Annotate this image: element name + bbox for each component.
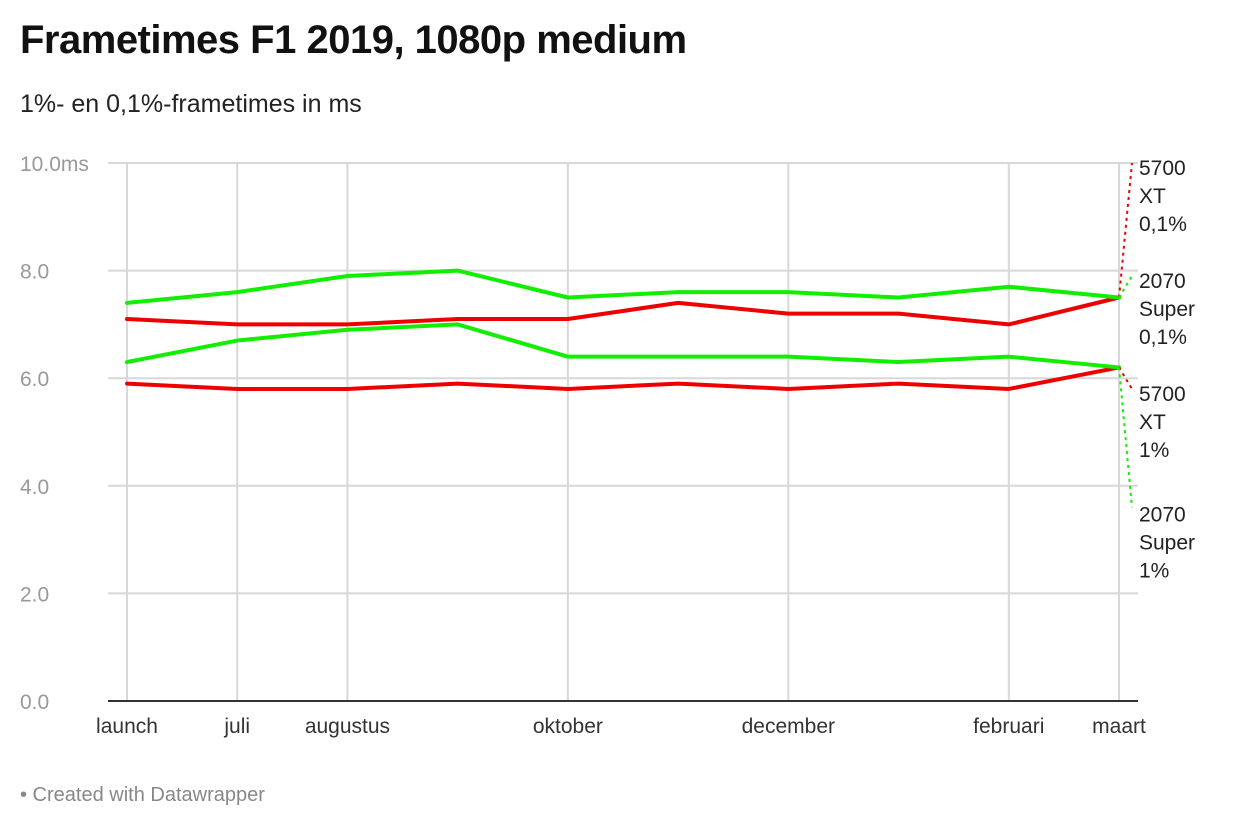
y-tick-label: 4.0 <box>20 476 49 499</box>
label-leader-1 <box>1118 275 1133 299</box>
chart-title: Frametimes F1 2019, 1080p medium <box>20 18 687 62</box>
series-label: 5700 <box>1139 157 1186 180</box>
y-tick-label: 8.0 <box>20 261 49 284</box>
series-label: 0,1% <box>1139 213 1187 236</box>
series-label: Super <box>1139 298 1195 321</box>
series-label: 1% <box>1139 439 1169 462</box>
x-tick-label: december <box>742 715 835 738</box>
series-label: XT <box>1139 411 1166 434</box>
series-label: Super <box>1139 531 1195 554</box>
y-tick-label: 0.0 <box>20 691 49 714</box>
series-label: XT <box>1139 185 1166 208</box>
series-label: 2070 <box>1139 270 1186 293</box>
x-tick-label: juli <box>223 715 250 738</box>
y-tick-label: 2.0 <box>20 583 49 606</box>
y-tick-label: 10.0ms <box>20 153 89 176</box>
x-tick-label: oktober <box>533 715 603 738</box>
series-label: 2070 <box>1139 503 1186 526</box>
x-tick-label: launch <box>96 715 158 738</box>
chart-subtitle: 1%- en 0,1%-frametimes in ms <box>20 90 362 118</box>
series-line-3 <box>125 322 1121 370</box>
series-line-0 <box>125 295 1121 327</box>
y-tick-label: 6.0 <box>20 368 49 391</box>
series-line-1 <box>125 268 1121 305</box>
x-tick-label: maart <box>1092 715 1146 738</box>
series-label: 0,1% <box>1139 326 1187 349</box>
x-tick-label: februari <box>973 715 1044 738</box>
series-label: 5700 <box>1139 383 1186 406</box>
series-label: 1% <box>1139 559 1169 582</box>
footer-credit: • Created with Datawrapper <box>20 784 265 806</box>
series-line-2 <box>125 365 1121 391</box>
x-tick-label: augustus <box>305 715 390 738</box>
label-leader-3 <box>1118 367 1133 508</box>
label-leader-0 <box>1118 162 1133 298</box>
